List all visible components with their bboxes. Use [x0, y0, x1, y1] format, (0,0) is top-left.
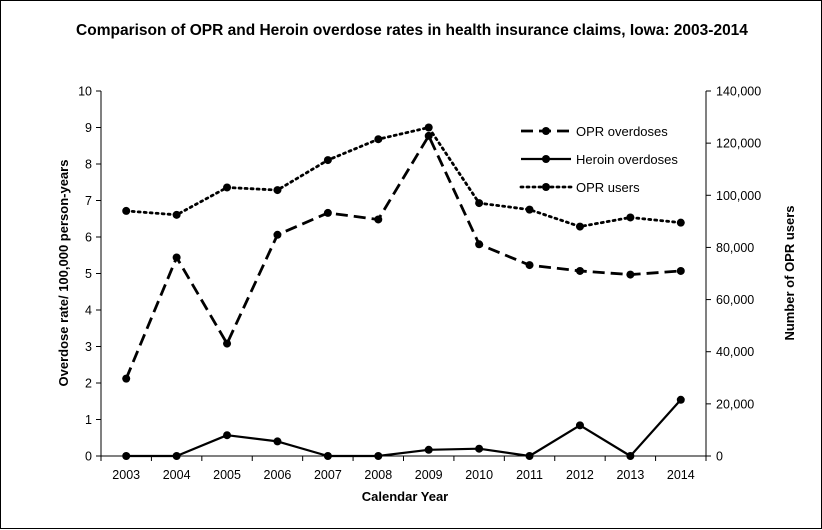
data-point-opr-users [223, 183, 232, 192]
data-point-heroin-overdoses [676, 395, 685, 404]
data-point-heroin-overdoses [525, 452, 534, 460]
left-y-tick-label: 6 [85, 231, 92, 245]
data-point-opr-overdoses [122, 374, 131, 383]
data-point-heroin-overdoses [122, 452, 131, 460]
x-tick-label: 2006 [264, 468, 292, 482]
data-point-opr-overdoses [172, 253, 181, 262]
left-y-tick-label: 5 [85, 267, 92, 281]
legend-label-opr-overdoses: OPR overdoses [576, 124, 668, 139]
left-y-tick-label: 9 [85, 121, 92, 135]
x-tick-label: 2014 [667, 468, 695, 482]
data-point-opr-overdoses [323, 208, 332, 217]
data-point-opr-overdoses [424, 131, 433, 140]
data-point-heroin-overdoses [273, 437, 282, 446]
data-point-heroin-overdoses [172, 452, 181, 460]
x-tick-label: 2007 [314, 468, 342, 482]
data-point-opr-users [374, 135, 383, 144]
x-tick-label: 2005 [213, 468, 241, 482]
x-tick-label: 2008 [364, 468, 392, 482]
data-point-heroin-overdoses [475, 444, 484, 453]
data-point-heroin-overdoses [374, 452, 383, 460]
data-point-opr-overdoses [273, 230, 282, 239]
x-tick-label: 2013 [616, 468, 644, 482]
left-y-tick-label: 2 [85, 377, 92, 391]
data-point-opr-overdoses [525, 261, 534, 270]
right-y-axis-title: Number of OPR users [782, 205, 797, 340]
data-point-opr-users [575, 222, 584, 231]
series-line-opr-overdoses [124, 134, 681, 380]
x-tick-label: 2003 [112, 468, 140, 482]
right-y-tick-label: 120,000 [716, 137, 761, 151]
data-point-opr-users [273, 186, 282, 195]
data-point-heroin-overdoses [575, 421, 584, 430]
series-line-heroin-overdoses [126, 399, 682, 458]
left-y-tick-label: 4 [85, 304, 92, 318]
data-point-opr-users [626, 213, 635, 222]
data-point-opr-users [172, 210, 181, 219]
data-point-heroin-overdoses [223, 431, 232, 440]
data-point-heroin-overdoses [626, 452, 635, 460]
x-tick-label: 2012 [566, 468, 594, 482]
right-y-tick-label: 140,000 [716, 85, 761, 99]
x-tick-label: 2009 [415, 468, 443, 482]
data-point-opr-users [122, 206, 131, 215]
data-point-opr-overdoses [575, 266, 584, 275]
right-y-tick-label: 0 [716, 450, 723, 464]
data-point-opr-overdoses [223, 339, 232, 348]
x-tick-label: 2011 [516, 468, 543, 482]
left-y-tick-label: 1 [85, 413, 92, 427]
left-y-tick-label: 0 [85, 450, 92, 464]
legend-label-heroin-overdoses: Heroin overdoses [576, 152, 678, 167]
right-y-tick-label: 20,000 [716, 397, 754, 411]
legend-marker-opr-users [542, 183, 550, 191]
legend: OPR overdoses Heroin overdoses OPR users [519, 124, 678, 195]
right-y-tick-label: 60,000 [716, 293, 754, 307]
chart-title: Comparison of OPR and Heroin overdose ra… [76, 22, 748, 39]
left-y-tick-label: 7 [85, 194, 92, 208]
x-tick-label: 2004 [163, 468, 191, 482]
data-point-opr-overdoses [676, 266, 685, 275]
data-point-opr-users [424, 123, 433, 132]
legend-marker-opr-overdoses [542, 127, 550, 135]
data-point-heroin-overdoses [323, 452, 332, 460]
data-point-opr-overdoses [626, 270, 635, 279]
series-line-opr-users [124, 126, 683, 228]
x-tick-label: 2010 [465, 468, 493, 482]
right-y-tick-label: 40,000 [716, 345, 754, 359]
data-point-opr-users [525, 205, 534, 214]
data-point-opr-overdoses [475, 240, 484, 249]
right-y-tick-label: 100,000 [716, 189, 761, 203]
x-axis-title: Calendar Year [362, 489, 448, 504]
right-y-tick-label: 80,000 [716, 241, 754, 255]
data-point-opr-users [323, 156, 332, 165]
data-point-opr-users [475, 199, 484, 208]
left-y-tick-label: 8 [85, 158, 92, 172]
legend-marker-heroin-overdoses [542, 155, 550, 163]
data-point-opr-overdoses [374, 215, 383, 224]
legend-label-opr-users: OPR users [576, 180, 640, 195]
data-point-heroin-overdoses [424, 445, 433, 454]
left-y-axis-title: Overdose rate/ 100,000 person-years [56, 160, 71, 387]
data-point-opr-users [676, 218, 685, 227]
left-y-tick-label: 3 [85, 340, 92, 354]
left-y-tick-label: 10 [78, 85, 92, 99]
